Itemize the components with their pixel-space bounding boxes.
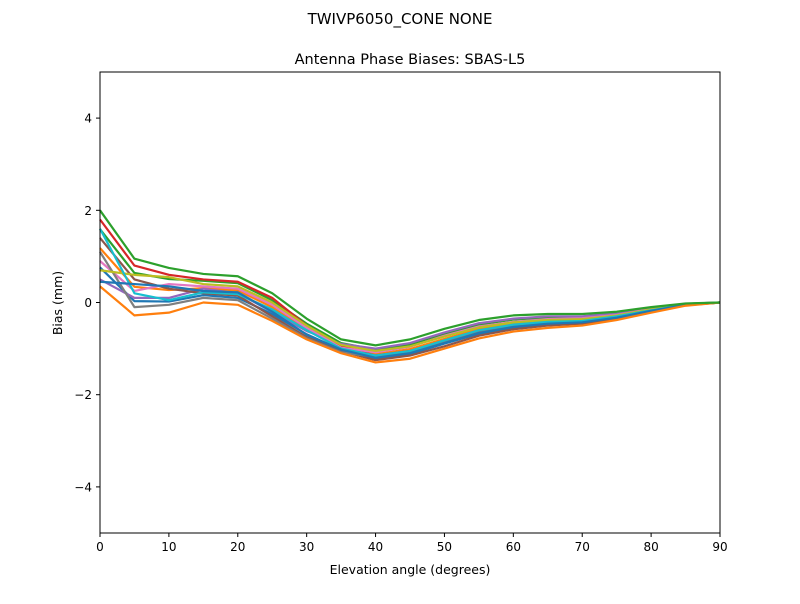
x-tick-label: 90: [712, 540, 727, 554]
series-line-4: [99, 278, 721, 350]
x-tick-label: 0: [96, 540, 104, 554]
y-tick-label: −4: [74, 480, 92, 494]
x-tick-label: 80: [643, 540, 658, 554]
y-tick-label: −2: [74, 388, 92, 402]
series-line-3: [99, 218, 721, 357]
series-line-12: [99, 209, 721, 347]
axis-ticks: 0 10 20 30 40 50 60 70 80 90 −4 −2 0 2 4: [74, 112, 727, 554]
series-lines: [99, 209, 721, 364]
y-axis-label: Bias (mm): [50, 271, 65, 335]
y-tick-label: 2: [84, 204, 92, 218]
series-line-10: [99, 280, 721, 359]
series-line-7: [99, 251, 721, 358]
x-tick-label: 50: [437, 540, 452, 554]
chart-title: Antenna Phase Biases: SBAS-L5: [295, 52, 526, 68]
y-tick-label: 0: [84, 296, 92, 310]
x-tick-label: 60: [506, 540, 521, 554]
y-tick-label: 4: [84, 112, 92, 126]
x-tick-label: 20: [230, 540, 245, 554]
plot-frame: [99, 71, 721, 534]
x-tick-label: 10: [161, 540, 176, 554]
x-tick-label: 40: [368, 540, 383, 554]
x-tick-label: 70: [575, 540, 590, 554]
series-line-9: [99, 228, 721, 357]
series-line-1: [99, 247, 721, 356]
x-axis-label: Elevation angle (degrees): [330, 562, 491, 577]
figure-suptitle: TWIVP6050_CONE NONE: [307, 10, 493, 29]
x-tick-label: 30: [299, 540, 314, 554]
series-line-11: [99, 285, 721, 364]
